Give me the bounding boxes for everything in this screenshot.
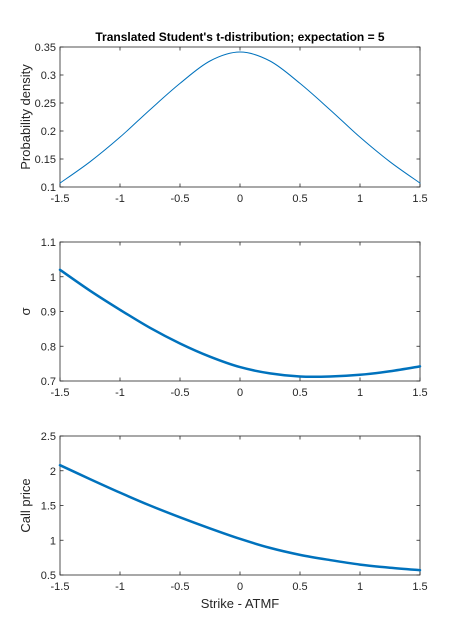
x-tick-label: 0 <box>237 387 243 399</box>
y-tick-label: 2 <box>50 466 56 478</box>
x-tick-label: -1.5 <box>51 193 70 205</box>
x-tick-label: 0.5 <box>292 193 307 205</box>
x-tick-label: 1 <box>357 581 363 593</box>
x-axis-label: Strike - ATMF <box>201 596 280 611</box>
y-tick-label: 2.5 <box>41 431 56 443</box>
plot-area <box>59 46 421 188</box>
y-tick-label: 0.25 <box>35 98 56 110</box>
y-tick-label: 0.15 <box>35 154 56 166</box>
chart-panel-3: -1.5 -1 -0.5 0 0.5 1 1.5 0.5 1 1.5 2 2.5 Call price S… <box>18 431 428 611</box>
y-tick-label: 1.1 <box>41 237 56 249</box>
x-tick-label: 1.5 <box>412 193 427 205</box>
x-tick-label: 0.5 <box>292 387 307 399</box>
x-tick-label: 0.5 <box>292 581 307 593</box>
x-tick-label: 1.5 <box>412 581 427 593</box>
y-tick-label: 0.1 <box>41 182 56 194</box>
y-tick-label: 0.35 <box>35 42 56 54</box>
series-line <box>58 268 422 379</box>
x-tick-label: -1 <box>115 193 125 205</box>
y-tick-label: 0.2 <box>41 126 56 138</box>
chart-title: Translated Student's t-distribution; exp… <box>95 30 385 44</box>
x-tick-label: 0 <box>237 193 243 205</box>
x-tick-label: 1.5 <box>412 387 427 399</box>
plot-area <box>59 241 421 382</box>
y-tick-label: 1 <box>50 272 56 284</box>
x-tick-label: 1 <box>357 387 363 399</box>
chart-panel-2: -1.5 -1 -0.5 0 0.5 1 1.5 0.7 0.8 0.9 1 1.1 σ <box>18 237 428 399</box>
x-tick-label: 1 <box>357 193 363 205</box>
y-axis-label: σ <box>18 307 33 315</box>
y-axis-label: Probability density <box>18 64 33 170</box>
y-axis-label: Call price <box>18 478 33 532</box>
x-tick-label: -0.5 <box>171 193 190 205</box>
plot-area <box>59 435 421 576</box>
y-tick-label: 0.8 <box>41 341 56 353</box>
x-tick-label: -1 <box>115 581 125 593</box>
y-tick-label: 0.9 <box>41 307 56 319</box>
series-line <box>58 463 422 572</box>
x-tick-label: 0 <box>237 581 243 593</box>
y-tick-label: 0.7 <box>41 376 56 388</box>
chart-panel-1: -1.5 -1 -0.5 0 0.5 1 1.5 0.1 0.15 0.2 0.25 0.3 0.35P… <box>18 30 428 205</box>
x-tick-label: -1 <box>115 387 125 399</box>
x-tick-label: -0.5 <box>171 581 190 593</box>
y-tick-label: 1.5 <box>41 501 56 513</box>
x-tick-label: -1.5 <box>51 581 70 593</box>
y-tick-label: 0.3 <box>41 70 56 82</box>
y-tick-label: 0.5 <box>41 570 56 582</box>
x-tick-label: -1.5 <box>51 387 70 399</box>
series-line <box>59 51 421 184</box>
x-tick-label: -0.5 <box>171 387 190 399</box>
y-tick-label: 1 <box>50 535 56 547</box>
